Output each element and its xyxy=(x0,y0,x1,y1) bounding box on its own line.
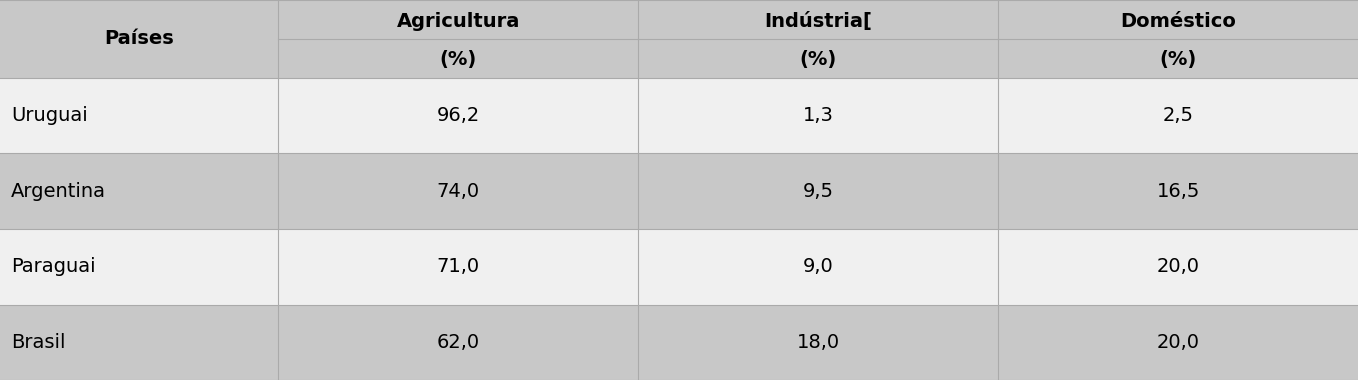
Bar xyxy=(998,78,1358,154)
Text: 16,5: 16,5 xyxy=(1157,182,1199,201)
Text: (%): (%) xyxy=(440,51,477,70)
Bar xyxy=(998,154,1358,229)
Text: 18,0: 18,0 xyxy=(797,333,839,352)
Text: Agricultura: Agricultura xyxy=(397,11,520,30)
Bar xyxy=(998,0,1358,78)
Bar xyxy=(278,78,638,154)
Text: 71,0: 71,0 xyxy=(437,257,479,276)
Bar xyxy=(0,229,278,304)
Bar xyxy=(0,0,278,78)
Text: Doméstico: Doméstico xyxy=(1120,11,1236,30)
Text: (%): (%) xyxy=(800,51,837,70)
Bar xyxy=(998,229,1358,304)
Text: (%): (%) xyxy=(1160,51,1196,70)
Bar xyxy=(638,154,998,229)
Bar xyxy=(638,304,998,380)
Text: 62,0: 62,0 xyxy=(437,333,479,352)
Text: 74,0: 74,0 xyxy=(437,182,479,201)
Bar xyxy=(278,229,638,304)
Text: 2,5: 2,5 xyxy=(1162,106,1194,125)
Text: Indústria[: Indústria[ xyxy=(765,11,872,30)
Bar xyxy=(278,154,638,229)
Text: Brasil: Brasil xyxy=(11,333,65,352)
Text: 20,0: 20,0 xyxy=(1157,257,1199,276)
Text: Argentina: Argentina xyxy=(11,182,106,201)
Bar xyxy=(638,0,998,78)
Text: 20,0: 20,0 xyxy=(1157,333,1199,352)
Bar xyxy=(278,304,638,380)
Bar xyxy=(0,304,278,380)
Text: Uruguai: Uruguai xyxy=(11,106,88,125)
Text: 1,3: 1,3 xyxy=(803,106,834,125)
Bar xyxy=(638,78,998,154)
Bar xyxy=(0,154,278,229)
Bar xyxy=(998,304,1358,380)
Bar xyxy=(278,0,638,78)
Text: 9,0: 9,0 xyxy=(803,257,834,276)
Bar xyxy=(638,229,998,304)
Text: 96,2: 96,2 xyxy=(437,106,479,125)
Text: 9,5: 9,5 xyxy=(803,182,834,201)
Bar xyxy=(0,78,278,154)
Text: Paraguai: Paraguai xyxy=(11,257,95,276)
Text: Países: Países xyxy=(105,30,174,48)
